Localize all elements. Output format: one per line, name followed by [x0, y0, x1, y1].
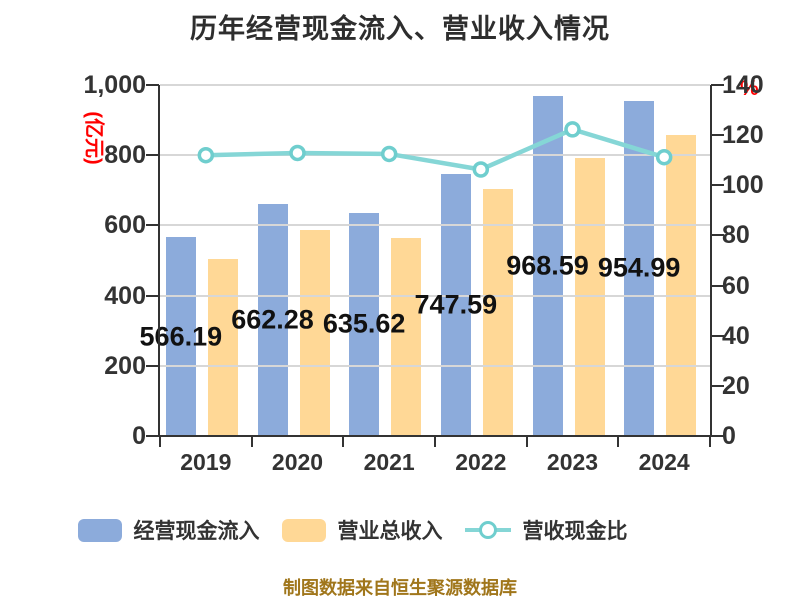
right-axis-tick-label-20: 20	[722, 371, 750, 400]
ratio-line-point-2021	[380, 145, 398, 163]
right-axis-tick-label-100: 100	[722, 171, 764, 200]
cash-inflow-bar-2024	[624, 100, 655, 436]
ratio-line-point-2019	[197, 146, 215, 164]
data-source-note: 制图数据来自恒生聚源数据库	[283, 578, 517, 598]
ratio-line-path	[205, 126, 665, 172]
ratio-line-legend-marker	[478, 521, 497, 539]
gridline-400	[160, 294, 710, 297]
right-axis-unit-label: %	[740, 77, 759, 100]
revenue-bar-2021	[391, 237, 422, 436]
left-axis-tick-800	[146, 154, 159, 157]
right-axis-tick-100	[711, 184, 724, 187]
bar-value-label-2020: 662.28	[231, 304, 314, 335]
revenue-legend-swatch	[281, 518, 326, 542]
ratio-line-point-2023	[564, 121, 581, 138]
right-axis-tick-40	[711, 334, 724, 337]
legend-item-ratio[interactable]: 营收现金比	[464, 515, 628, 545]
grid-layer	[160, 84, 710, 436]
x-axis-label-2024: 2024	[638, 449, 690, 475]
x-axis-label-2021: 2021	[363, 449, 415, 475]
ratio-line-point-2020	[289, 144, 306, 162]
right-axis-tick-140	[711, 84, 724, 86]
bar-value-label-2022: 747.59	[414, 289, 498, 320]
x-axis-tick-3	[434, 436, 436, 447]
gridline-800	[160, 154, 710, 157]
revenue-bar-2019	[207, 258, 238, 436]
right-axis-tick-label-40: 40	[722, 321, 750, 350]
legend-item-cash-inflow[interactable]: 经营现金流入	[77, 515, 260, 545]
x-axis-tick-2	[342, 436, 345, 447]
right-axis-tick-120	[711, 134, 724, 137]
legend: 经营现金流入 营业总收入 营收现金比	[0, 515, 800, 545]
cash-inflow-bar-2022	[440, 173, 471, 436]
plot-area: 566.19 662.28 635.62 747.59 968.59 954.99	[140, 84, 710, 436]
left-axis-tick-0	[146, 435, 159, 437]
gridline-1000	[160, 84, 710, 86]
x-axis-label-2023: 2023	[546, 449, 599, 475]
cash-inflow-bar-2021	[349, 212, 380, 436]
bar-value-label-2023: 968.59	[506, 250, 589, 281]
revenue-bar-2024	[666, 134, 697, 436]
cash-inflow-legend-swatch	[77, 518, 122, 542]
ratio-legend-label: 营收现金比	[522, 520, 628, 543]
right-axis-tick-label-120: 120	[722, 121, 764, 150]
left-axis-tick-label-800: 800	[104, 141, 146, 170]
bar-labels-layer: 566.19 662.28 635.62 747.59 968.59 954.99	[140, 85, 710, 436]
ratio-line-point-2024	[655, 148, 673, 166]
right-axis-line	[710, 85, 712, 437]
x-axis-tick-4	[525, 436, 528, 447]
chart-title: 历年经营现金流入、营业收入情况	[190, 14, 610, 44]
x-axis-label-2019: 2019	[180, 449, 232, 475]
revenue-legend-label: 营业总收入	[337, 520, 443, 543]
left-axis-tick-label-1,000: 1,000	[83, 71, 146, 99]
x-axis-tick-1	[250, 436, 253, 447]
right-axis-tick-0	[711, 435, 724, 437]
ratio-line	[197, 121, 673, 178]
bar-value-label-2021: 635.62	[322, 308, 406, 339]
bar-value-label-2024: 954.99	[597, 252, 681, 283]
gridline-600	[160, 224, 710, 227]
left-axis-tick-label-0: 0	[132, 422, 146, 450]
right-axis-tick-60	[711, 284, 724, 287]
right-axis-tick-80	[711, 234, 724, 237]
left-axis-tick-200	[146, 364, 159, 367]
x-axis-tick-5	[617, 436, 620, 447]
left-axis-tick-label-200: 200	[104, 351, 146, 380]
x-axis-tick-0	[159, 436, 161, 447]
right-axis-tick-20	[711, 384, 724, 387]
ratio-line-legend-swatch	[464, 519, 511, 541]
x-axis-tick-6	[709, 436, 711, 447]
left-axis-tick-label-400: 400	[104, 281, 146, 310]
left-axis-tick-label-600: 600	[104, 211, 146, 240]
revenue-bar-2020	[299, 230, 330, 436]
x-axis-label-2020: 2020	[271, 449, 324, 475]
gridline-200	[160, 364, 710, 367]
cash-inflow-legend-label: 经营现金流入	[133, 520, 260, 543]
bar-value-label-2019: 566.19	[139, 321, 223, 352]
revenue-bar-2023	[574, 158, 605, 436]
x-axis-label-2022: 2022	[455, 449, 507, 475]
cash-inflow-bar-2023	[532, 96, 563, 436]
cash-inflow-bar-2019	[165, 237, 196, 436]
right-axis-tick-label-60: 60	[722, 271, 750, 300]
cash-inflow-bar-2020	[257, 203, 288, 436]
ratio-line-point-2022	[472, 161, 490, 178]
left-axis-tick-600	[146, 224, 159, 227]
right-axis-tick-label-140: 140	[722, 71, 764, 99]
revenue-bar-2022	[482, 189, 513, 436]
legend-item-revenue[interactable]: 营业总收入	[281, 515, 443, 545]
right-axis-tick-label-0: 0	[722, 422, 736, 450]
left-axis-tick-400	[146, 294, 159, 297]
left-axis-tick-1,000	[146, 84, 159, 86]
left-axis-line	[158, 85, 160, 437]
line-layer	[160, 85, 710, 436]
right-axis-tick-label-80: 80	[722, 221, 750, 250]
bars-layer	[160, 85, 710, 436]
